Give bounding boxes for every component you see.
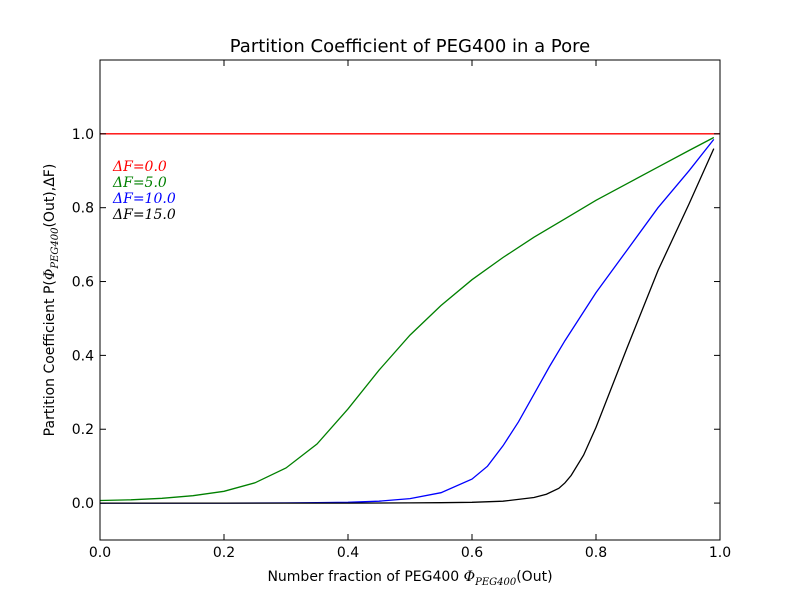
- x-tick-label: 0.2: [213, 545, 235, 561]
- x-axis-label-symbol: Φ: [464, 569, 475, 585]
- legend-entry-3: ΔF=15.0: [112, 207, 176, 223]
- x-axis-label-prefix: Number fraction of PEG400: [267, 569, 463, 585]
- y-tick-label: 0.4: [72, 348, 94, 364]
- x-tick-label: 0.8: [585, 545, 607, 561]
- series-line-3: [100, 148, 715, 504]
- x-axis-label-suffix: (Out): [516, 569, 552, 585]
- plot-area: [100, 60, 720, 540]
- y-tick-label: 0.6: [72, 275, 94, 291]
- y-axis-label: Partition Coefficient P(ΦPEG400(Out),ΔF): [42, 164, 61, 437]
- legend-entry-1: ΔF=5.0: [112, 175, 167, 191]
- x-axis-label-subscript: PEG400: [474, 577, 517, 588]
- legend-entry-0: ΔF=0.0: [112, 159, 167, 175]
- plot-frame: [99, 59, 721, 541]
- series-line-1: [99, 136, 715, 502]
- y-tick-label: 1.0: [72, 127, 94, 143]
- y-tick-label: 0.0: [72, 496, 94, 512]
- x-tick-label: 0.6: [461, 545, 483, 561]
- chart-title: Partition Coefficient of PEG400 in a Por…: [230, 36, 590, 57]
- y-tick-label: 0.8: [72, 201, 94, 217]
- legend: ΔF=0.0ΔF=5.0ΔF=10.0ΔF=15.0: [112, 159, 176, 223]
- x-axis-label: Number fraction of PEG400 ΦPEG400(Out): [267, 569, 552, 588]
- y-axis-label-suffix: (Out),ΔF): [42, 164, 58, 228]
- y-tick-label: 0.2: [72, 422, 94, 438]
- x-tick-label: 1.0: [709, 545, 731, 561]
- tick-layer: 0.0 0.2 0.4 0.6 0.8 1.0 0.0 0.2 0.4 0.6 0.8 1.0: [72, 60, 731, 561]
- y-axis-label-prefix: Partition Coefficient P(: [42, 280, 58, 436]
- legend-entry-2: ΔF=10.0: [112, 191, 176, 207]
- series-layer: [99, 133, 720, 504]
- x-tick-label: 0.4: [337, 545, 359, 561]
- y-axis-label-symbol: Φ: [42, 269, 58, 280]
- plot-background: [100, 60, 720, 540]
- y-axis-label-subscript: PEG400: [50, 227, 61, 270]
- x-tick-label: 0.0: [89, 545, 111, 561]
